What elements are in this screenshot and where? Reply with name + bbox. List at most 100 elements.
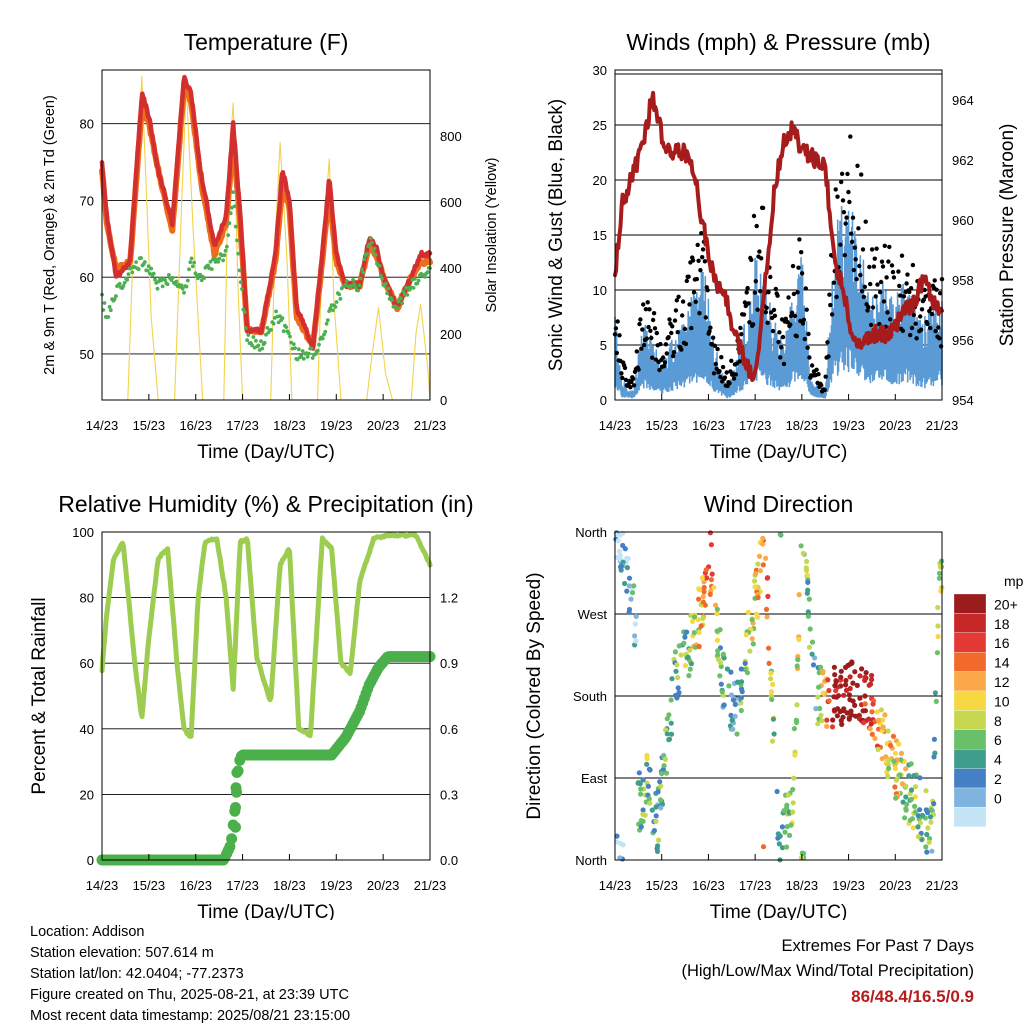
gust-point [694,276,699,282]
direction-point [644,752,650,759]
gust-point [794,334,799,339]
direction-point [935,623,941,629]
dewpoint-point [174,279,179,284]
gust-point [773,286,778,292]
dewpoint-point [189,256,194,261]
gust-point [776,339,781,345]
gust-point [886,259,891,264]
x-tick-label-1-0: 14/23 [599,418,632,433]
direction-point [653,813,659,819]
direction-point [638,824,644,830]
gust-point [814,367,819,372]
direction-point [713,602,719,608]
direction-point [832,683,838,689]
direction-point [938,588,944,594]
dewpoint-point [233,224,238,229]
direction-point [806,644,813,650]
gust-point [861,294,867,300]
direction-point [782,829,788,835]
direction-point [888,742,894,749]
gust-point [775,293,780,298]
direction-point [700,599,707,605]
direction-point [657,779,663,785]
direction-point [926,839,932,845]
direction-point [831,664,838,670]
chart-title-3: Wind Direction [704,491,854,517]
dewpoint-point [383,281,388,286]
dewpoint-point [112,297,117,302]
dewpoint-point [313,352,318,357]
y2-tick-label-1-0: 954 [952,393,974,408]
direction-point [869,709,875,715]
direction-point [810,662,817,668]
gust-point [868,281,873,287]
direction-point [917,807,923,813]
gust-point [672,318,678,323]
direction-point [805,613,812,619]
y-tick-label-1-5: 25 [593,118,607,133]
direction-point [768,676,774,682]
gust-point [768,274,773,280]
direction-point [826,698,832,704]
legend-label-5: 10 [994,693,1010,709]
gust-point [686,274,691,279]
gust-point [888,317,893,322]
direction-point [655,843,661,849]
extremes-values: 86/48.4/16.5/0.9 [851,987,974,1006]
gust-point [682,326,688,332]
direction-point [908,761,914,767]
gust-point [801,317,807,322]
direction-point [833,679,839,685]
y2-axis-label-1: Station Pressure (Maroon) [997,124,1018,347]
direction-point [902,815,908,821]
direction-point [681,640,687,646]
gust-point [696,258,701,263]
gust-point [708,325,713,330]
y-tick-label-0-2: 70 [80,193,94,208]
gust-point [819,383,824,388]
direction-point [708,542,715,548]
gust-point [615,319,620,324]
gust-point [623,377,629,383]
dewpoint-point [246,333,251,337]
direction-point [833,688,839,694]
station-info: Location: Addison Station elevation: 507… [30,922,350,1027]
direction-point [809,651,815,657]
x-tick-label-2-4: 18/23 [273,878,306,893]
direction-point [763,606,770,613]
direction-point [684,629,690,635]
gust-point [670,324,675,329]
legend-label-8: 4 [994,752,1002,768]
dewpoint-point [232,204,237,209]
direction-point [934,650,941,656]
direction-point [760,844,767,850]
dewpoint-point [165,282,170,287]
direction-point [882,712,888,718]
gust-point [619,371,624,376]
direction-point [718,663,724,670]
direction-point [689,618,696,625]
gust-point [840,198,846,203]
direction-point [666,736,673,742]
dewpoint-point [334,300,339,304]
direction-point [806,596,812,602]
y2-tick-label-2-1: 0.3 [440,787,458,802]
direction-point [841,692,847,698]
gust-point [842,253,847,258]
x-tick-label-1-6: 20/23 [879,418,912,433]
gust-point [874,246,879,251]
direction-point [834,694,840,700]
legend-label-6: 8 [994,713,1002,729]
direction-point [854,682,860,689]
direction-point [760,535,766,542]
direction-point [820,690,826,696]
direction-point [843,682,849,688]
direction-point [624,565,631,571]
dewpoint-point [240,287,244,291]
gust-point [636,367,641,372]
x-tick-label-3-3: 17/23 [739,878,772,893]
gust-point [643,307,649,312]
direction-point [688,661,695,667]
x-tick-label-3-5: 19/23 [832,878,865,893]
direction-point [730,726,736,732]
